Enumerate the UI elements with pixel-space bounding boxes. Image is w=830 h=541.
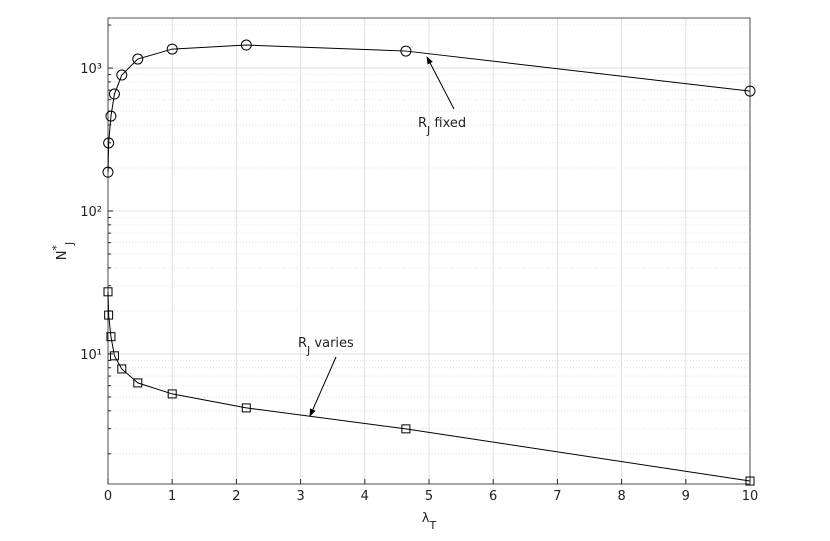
x-axis-label-sub: T [428,519,436,532]
y-tick-label: 10¹ [80,348,102,363]
annotation-sub: J [426,124,430,137]
annotation: RJ varies [298,336,354,357]
y-tick-label: 10³ [80,62,102,77]
annotation-text: fixed [430,116,466,131]
annotation-arrow [426,56,455,110]
annotation-main: R [418,116,427,131]
annotation-text: varies [310,336,354,351]
y-tick-label: 10² [80,205,102,220]
annotation-sub: J [306,344,310,357]
x-axis-label: λT [422,511,437,532]
x-tick-label: 2 [232,489,240,504]
marker [109,351,119,361]
marker [241,403,251,413]
x-tick-label: 3 [296,489,304,504]
marker [102,166,114,178]
marker [240,39,252,51]
x-tick-label: 9 [682,489,690,504]
marker [166,43,178,55]
y-axis-label-sup: * [50,245,63,251]
annotation: RJ fixed [418,116,466,137]
y-axis-label: N*J [50,242,76,260]
x-tick-label: 0 [104,489,112,504]
marker [106,332,116,342]
marker [133,378,143,388]
marker [744,85,756,97]
marker [117,364,127,374]
marker [745,476,755,486]
marker [104,310,114,320]
x-tick-label: 10 [742,489,759,504]
y-axis-label-sub: J [63,242,76,246]
marker [105,110,117,122]
x-tick-label: 1 [168,489,176,504]
marker [401,424,411,434]
series-line [107,291,751,482]
x-tick-label: 6 [489,489,497,504]
marker [103,287,113,297]
marker [103,137,115,149]
x-tick-label: 8 [617,489,625,504]
series-line [107,44,751,173]
annotation-arrow [309,356,337,417]
x-tick-label: 7 [553,489,561,504]
marker [108,88,120,100]
x-tick-label: 4 [361,489,369,504]
marker [167,389,177,399]
marker [400,45,412,57]
x-axis-label-main: λ [422,511,430,526]
x-tick-label: 5 [425,489,433,504]
marker [116,69,128,81]
y-axis-label-main: N [55,251,70,261]
marker [132,53,144,65]
annotation-main: R [298,336,307,351]
